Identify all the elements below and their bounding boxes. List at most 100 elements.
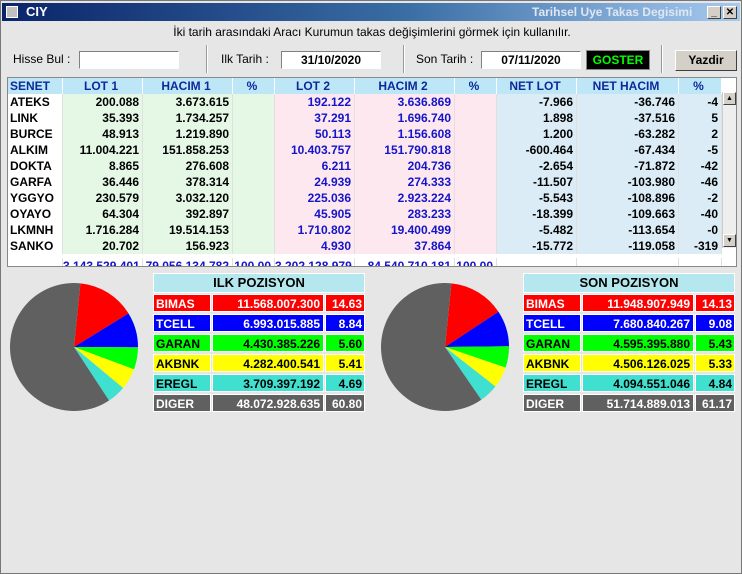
table-row[interactable]: YGGYO 230.579 3.032.120 225.036 2.923.224 -5.… <box>8 190 722 206</box>
legend-row: GARAN 4.595.395.880 5.43 <box>523 334 736 352</box>
table-cell: -63.282 <box>577 126 679 142</box>
table-cell <box>8 258 63 266</box>
legend-row: EREGL 3.709.397.192 4.69 <box>153 374 366 392</box>
toolbar-divider <box>206 45 208 73</box>
table-cell <box>233 206 275 222</box>
table-cell <box>679 258 722 266</box>
table-cell <box>233 94 275 110</box>
legend-name: DIGER <box>523 394 581 412</box>
table-cell: 37.864 <box>355 238 455 254</box>
legend-name: AKBNK <box>153 354 211 372</box>
legend-row: GARAN 4.430.385.226 5.60 <box>153 334 366 352</box>
table-cell: -7.966 <box>497 94 577 110</box>
legend-name: GARAN <box>523 334 581 352</box>
goster-button[interactable]: GOSTER <box>586 50 650 70</box>
table-row[interactable]: LKMNH 1.716.284 19.514.153 1.710.802 19.400.… <box>8 222 722 238</box>
table-row[interactable]: OYAYO 64.304 392.897 45.905 283.233 -18.399 -1… <box>8 206 722 222</box>
table-cell: -319 <box>679 238 722 254</box>
legend-name: AKBNK <box>523 354 581 372</box>
table-cell: -36.746 <box>577 94 679 110</box>
table-row[interactable]: LINK 35.393 1.734.257 37.291 1.696.740 1.898-… <box>8 110 722 126</box>
minimize-icon[interactable]: _ <box>707 6 721 19</box>
table-cell <box>455 94 497 110</box>
legend-name: BIMAS <box>153 294 211 312</box>
table-row[interactable]: BURCE 48.913 1.219.890 50.113 1.156.608 1.200… <box>8 126 722 142</box>
table-cell: 1.734.257 <box>143 110 233 126</box>
stock-search-input[interactable] <box>79 51 179 69</box>
table-row[interactable]: ALKIM 11.004.221 151.858.253 10.403.757 151.… <box>8 142 722 158</box>
legend-percent: 8.84 <box>325 314 365 332</box>
table-cell: 225.036 <box>275 190 355 206</box>
table-cell: 5 <box>679 110 722 126</box>
table-row[interactable]: DOKTA 8.865 276.608 6.211 204.736 -2.654 -71.8… <box>8 158 722 174</box>
table-cell: -42 <box>679 158 722 174</box>
table-cell <box>455 110 497 126</box>
table-cell: 151.858.253 <box>143 142 233 158</box>
print-button[interactable]: Yazdir <box>675 50 737 71</box>
legend-value: 11.568.007.300 <box>212 294 324 312</box>
table-cell <box>455 158 497 174</box>
table-row[interactable]: GARFA 36.446 378.314 24.939 274.333 -11.507 -1… <box>8 174 722 190</box>
table-header-row[interactable]: SENET LOT 1 HACIM 1% LOT 2 HACIM 2% NET LOT NE… <box>8 78 722 94</box>
table-cell: -600.464 <box>497 142 577 158</box>
table-cell: 3.143.529.401 <box>63 258 143 266</box>
table-cell: GARFA <box>8 174 63 190</box>
scroll-up-icon[interactable]: ▲ <box>723 92 736 105</box>
pie-slice-tcell <box>445 311 509 347</box>
column-header[interactable]: NET HACIM <box>577 78 679 94</box>
table-row[interactable]: ATEKS 200.088 3.673.615 192.122 3.636.869 -7.… <box>8 94 722 110</box>
data-table: SENET LOT 1 HACIM 1% LOT 2 HACIM 2% NET LOT NE… <box>7 77 737 267</box>
legend-name: GARAN <box>153 334 211 352</box>
table-cell: 230.579 <box>63 190 143 206</box>
pie-slice-garan <box>445 346 509 368</box>
column-header[interactable]: LOT 2 <box>275 78 355 94</box>
table-cell: 20.702 <box>63 238 143 254</box>
ilk-pozisyon-title: ILK POZISYON <box>153 273 365 293</box>
table-cell: 2.923.224 <box>355 190 455 206</box>
table-cell: 19.514.153 <box>143 222 233 238</box>
scroll-down-icon[interactable]: ▼ <box>723 234 736 247</box>
table-cell: 2 <box>679 126 722 142</box>
table-cell: 35.393 <box>63 110 143 126</box>
column-header[interactable]: HACIM 2 <box>355 78 455 94</box>
vertical-scrollbar[interactable]: ▲ ▼ <box>722 92 736 248</box>
legend-value: 4.282.400.541 <box>212 354 324 372</box>
pie-slice-diger <box>381 283 482 411</box>
column-header[interactable]: NET LOT <box>497 78 577 94</box>
table-cell: -4 <box>679 94 722 110</box>
end-date-field[interactable]: 07/11/2020 <box>481 51 581 69</box>
column-header[interactable]: % <box>679 78 722 94</box>
table-cell: 36.446 <box>63 174 143 190</box>
close-icon[interactable]: ✕ <box>723 6 737 19</box>
legend-percent: 5.60 <box>325 334 365 352</box>
table-cell: 151.790.818 <box>355 142 455 158</box>
table-cell: 200.088 <box>63 94 143 110</box>
pie-slice-bimas <box>445 283 499 347</box>
title-bar[interactable]: CIY Tarihsel Uye Takas Degisimi _ ✕ <box>2 3 740 21</box>
pie-slice-garan <box>74 347 138 370</box>
column-header[interactable]: % <box>455 78 497 94</box>
table-cell: 3.673.615 <box>143 94 233 110</box>
table-cell <box>455 174 497 190</box>
legend-name: DIGER <box>153 394 211 412</box>
pie-slice-akbnk <box>74 347 134 389</box>
table-cell <box>577 258 679 266</box>
column-header[interactable]: % <box>233 78 275 94</box>
table-cell: -15.772 <box>497 238 577 254</box>
table-totals-row[interactable]: 3.143.529.401 79.056.134.782 100,00 3.202.1… <box>8 258 722 266</box>
table-row[interactable]: SANKO 20.702 156.923 4.930 37.864 -15.772 -119… <box>8 238 722 254</box>
column-header[interactable]: HACIM 1 <box>143 78 233 94</box>
table-cell: 192.122 <box>275 94 355 110</box>
table-cell <box>233 174 275 190</box>
column-header[interactable]: SENET <box>8 78 63 94</box>
start-date-field[interactable]: 31/10/2020 <box>281 51 381 69</box>
table-cell: 392.897 <box>143 206 233 222</box>
legend-name: BIMAS <box>523 294 581 312</box>
legend-row: BIMAS 11.948.907.949 14.13 <box>523 294 736 312</box>
table-cell: -113.654 <box>577 222 679 238</box>
pie-slice-tcell <box>74 313 138 348</box>
legend-row: BIMAS 11.568.007.300 14.63 <box>153 294 366 312</box>
table-cell <box>233 238 275 254</box>
column-header[interactable]: LOT 1 <box>63 78 143 94</box>
ilk-pie-chart <box>9 283 138 411</box>
